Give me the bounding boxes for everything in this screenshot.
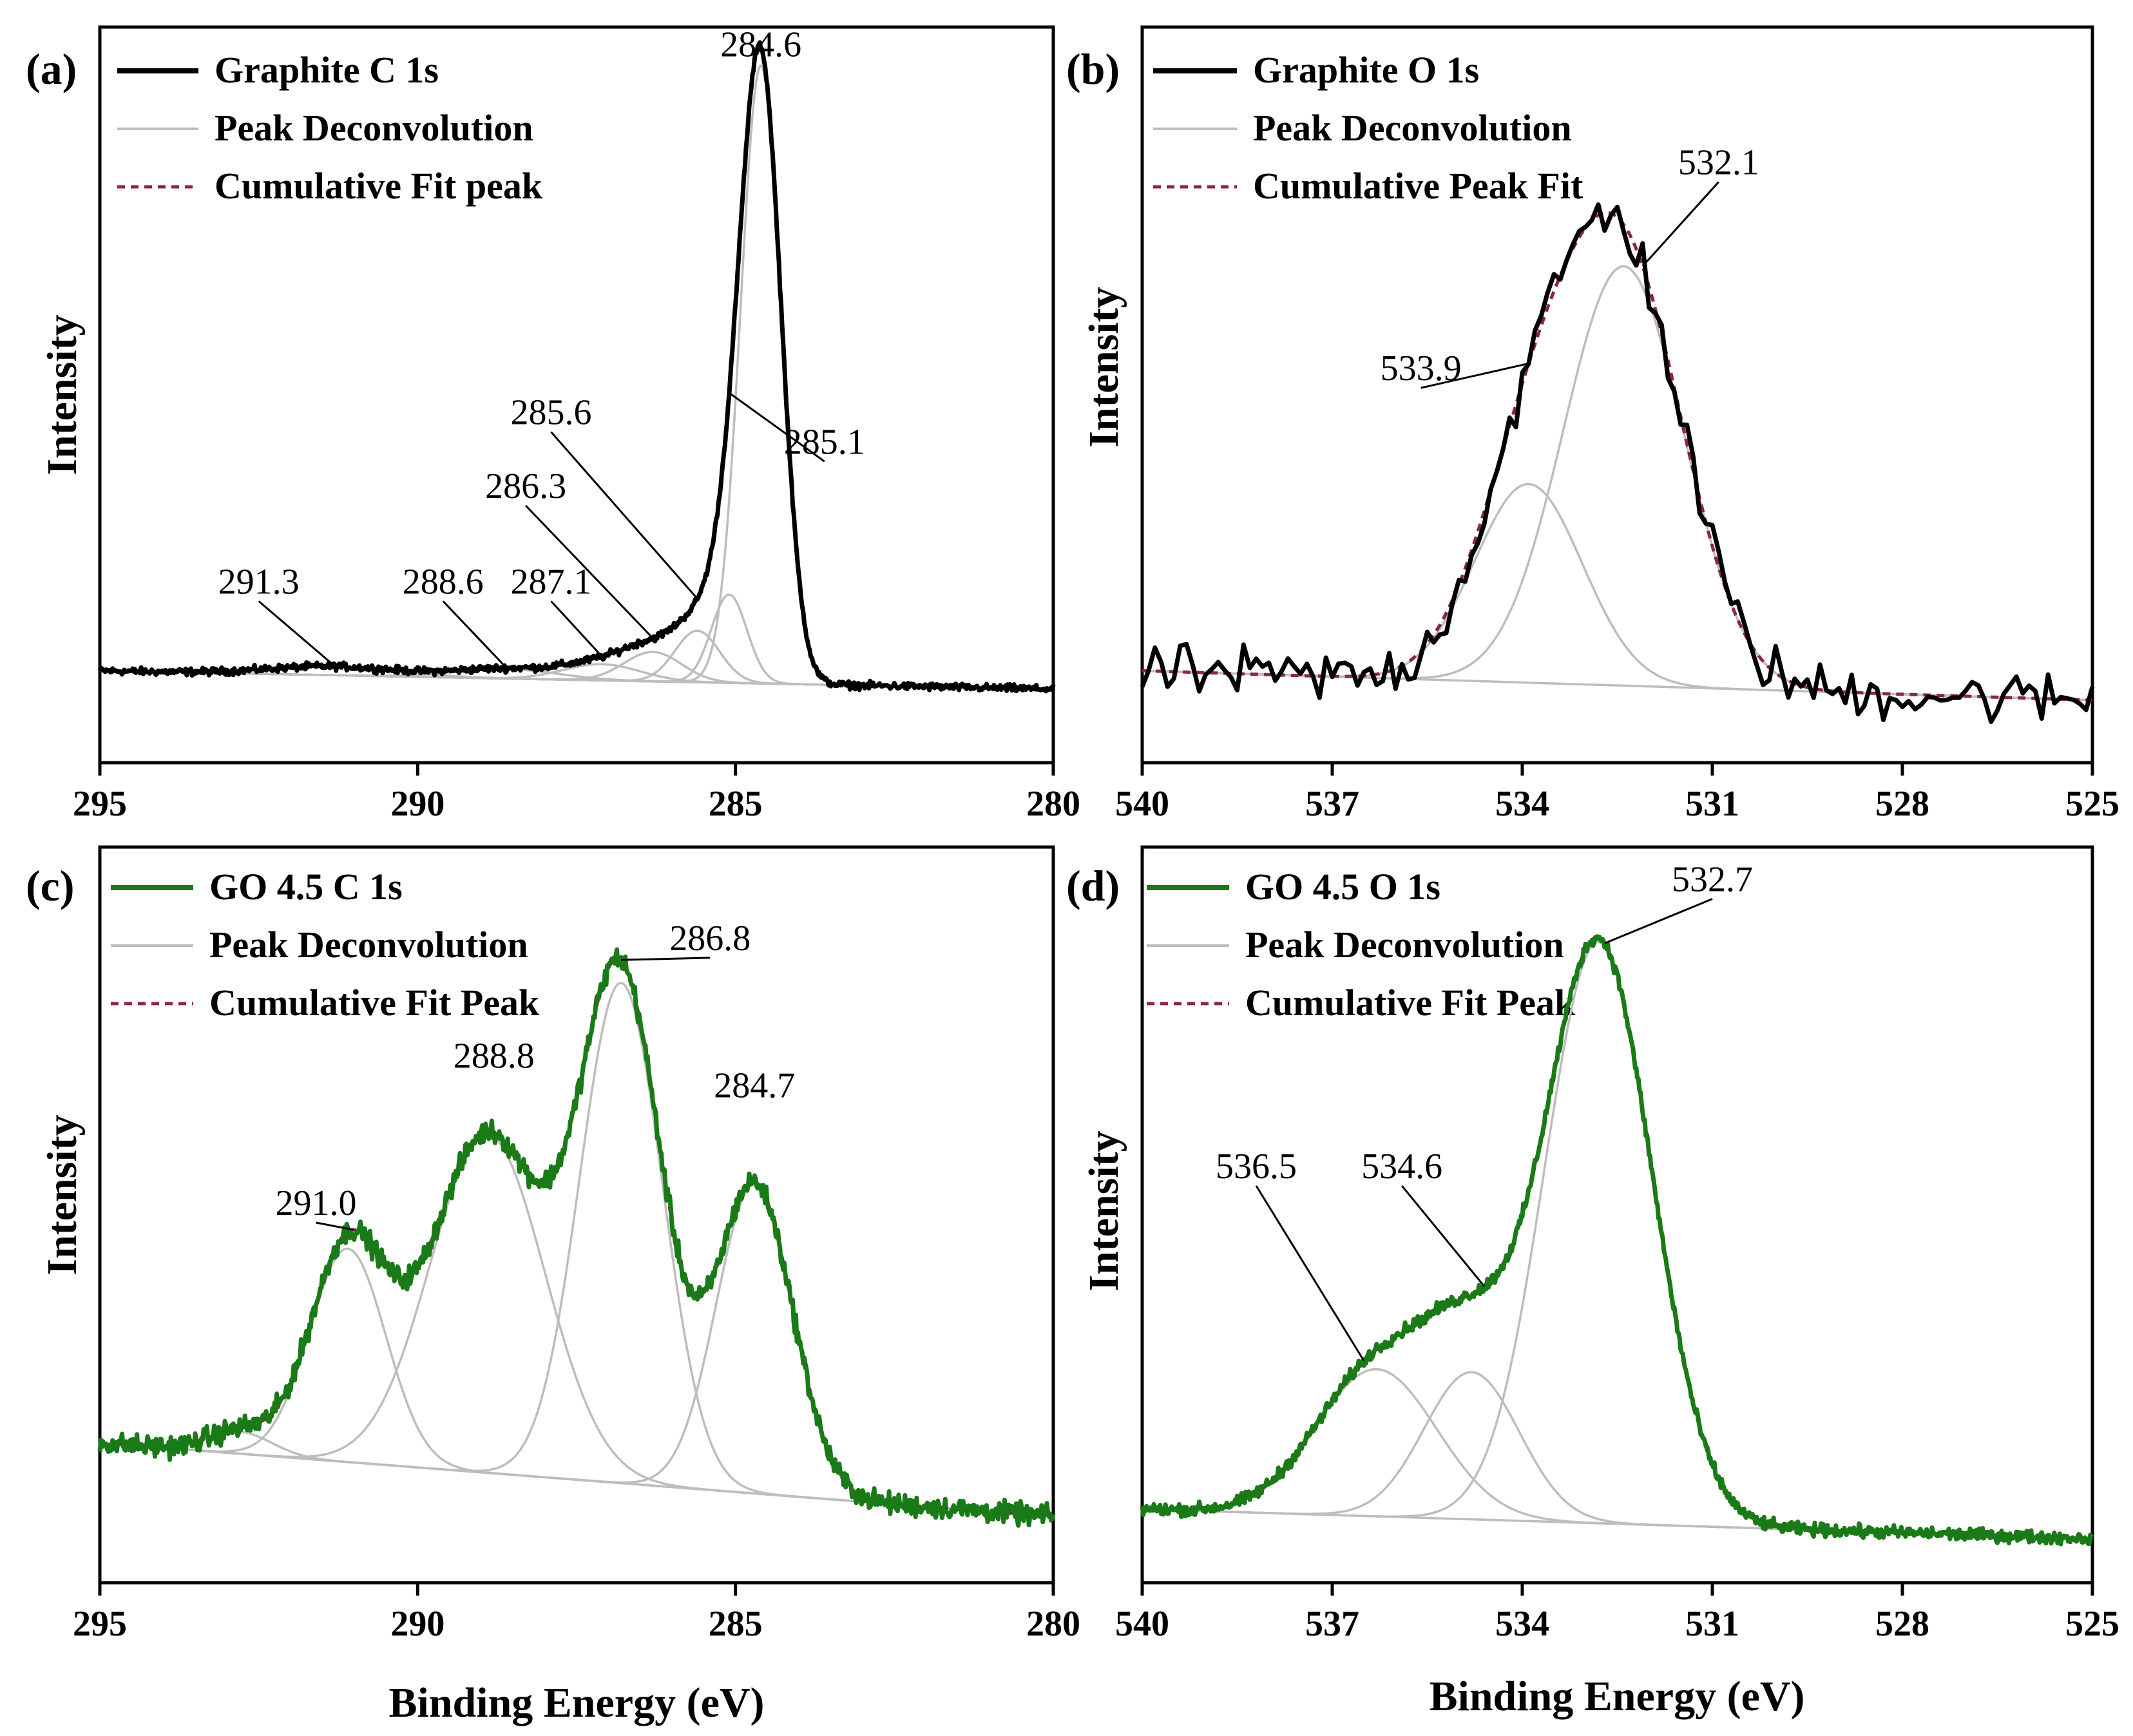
component-peak-286.8 xyxy=(99,982,1054,1518)
cumulative-fit-line xyxy=(1142,935,2093,1540)
x-tick-label: 280 xyxy=(1026,1604,1080,1644)
legend-label-experimental: Graphite C 1s xyxy=(215,49,439,91)
x-tick-label: 290 xyxy=(390,1604,445,1644)
experimental-spectrum-line xyxy=(97,947,1056,1528)
x-tick-label: 528 xyxy=(1875,1604,1929,1644)
x-tick-label: 537 xyxy=(1305,784,1359,824)
legend-label-components: Peak Deconvolution xyxy=(215,107,533,149)
annotation-leader xyxy=(442,600,508,669)
legend-label-fit: Cumulative Fit Peak xyxy=(1245,982,1576,1024)
x-tick-label: 285 xyxy=(709,784,763,824)
peak-annotation: 284.6 xyxy=(720,25,801,65)
plot-area: 540 537 534 531 528 525 532.1 533.9 xyxy=(1115,142,2119,824)
x-tick-label: 531 xyxy=(1685,784,1739,824)
annotation-leader xyxy=(1604,898,1713,944)
component-peak-284.7 xyxy=(99,1183,1054,1518)
panel-a-graphite-c1s: (a) Intensity Graphite C 1s Peak Deconvo… xyxy=(26,25,1080,824)
experimental-spectrum-line xyxy=(1140,202,2095,724)
panel-b-graphite-o1s: (b) Intensity Graphite O 1s Peak Deconvo… xyxy=(1066,25,2119,824)
annotation-leader xyxy=(1255,1185,1365,1362)
peak-annotation: 285.6 xyxy=(511,393,592,433)
component-peak-291.1 xyxy=(99,1247,1054,1518)
y-axis-label: Intensity xyxy=(1080,1130,1127,1291)
plot-area: 295 290 285 280 284.6 285.1 285.6 286.3 287.1 288… xyxy=(73,25,1080,824)
plot-frame xyxy=(1140,25,2094,765)
annotation-leader xyxy=(621,957,711,961)
peak-annotation: 291.0 xyxy=(275,1183,356,1223)
legend-label-components: Peak Deconvolution xyxy=(1245,924,1564,966)
annotation-leader xyxy=(258,600,336,667)
x-tick-label: 534 xyxy=(1495,784,1549,824)
panel-label: (a) xyxy=(26,44,77,93)
legend: Graphite O 1s Peak Deconvolution Cumulat… xyxy=(1153,49,1583,207)
legend-label-fit: Cumulative Fit peak xyxy=(215,165,543,207)
peak-annotation: 532.1 xyxy=(1678,142,1759,182)
cumulative-fit-line xyxy=(1142,211,2092,702)
x-axis-label: Binding Energy (eV) xyxy=(1429,1673,1804,1720)
legend-label-fit: Cumulative Fit Peak xyxy=(209,982,540,1024)
peak-annotation: 534.6 xyxy=(1361,1147,1442,1187)
x-tick-label: 528 xyxy=(1875,784,1929,824)
panel-label: (c) xyxy=(26,861,74,910)
legend-label-components: Peak Deconvolution xyxy=(209,924,528,966)
x-tick-label: 540 xyxy=(1115,1604,1169,1644)
x-tick-label: 534 xyxy=(1495,1604,1549,1644)
annotation-leader xyxy=(524,504,654,639)
y-axis-label: Intensity xyxy=(1080,287,1127,447)
experimental-spectrum-line xyxy=(1140,934,2094,1547)
annotation-leader xyxy=(728,392,825,463)
peak-annotation: 291.3 xyxy=(218,562,300,602)
x-tick-label: 285 xyxy=(709,1604,763,1644)
panel-label: (b) xyxy=(1066,44,1120,93)
y-axis-label: Intensity xyxy=(39,314,86,475)
x-tick-label: 525 xyxy=(2065,1604,2119,1644)
x-axis-label: Binding Energy (eV) xyxy=(388,1679,764,1726)
x-tick-label: 290 xyxy=(390,784,445,824)
annotation-leader xyxy=(550,431,698,600)
plot-area: 295 290 285 280 286.8 288.8 284.7 291.0 xyxy=(73,919,1080,1644)
annotation-leader xyxy=(1401,1185,1486,1287)
peak-annotation: 288.8 xyxy=(454,1036,535,1076)
panel-label: (d) xyxy=(1066,861,1120,910)
legend: Graphite C 1s Peak Deconvolution Cumulat… xyxy=(117,49,543,207)
peak-annotation: 288.6 xyxy=(403,562,484,602)
plot-frame xyxy=(98,25,1055,765)
x-tick-label: 295 xyxy=(73,784,127,824)
y-axis-label: Intensity xyxy=(39,1114,86,1275)
peak-annotation: 285.1 xyxy=(784,422,865,462)
annotation-leader xyxy=(316,1221,354,1231)
peak-annotation: 536.5 xyxy=(1216,1147,1297,1187)
legend: GO 4.5 O 1s Peak Deconvolution Cumulativ… xyxy=(1147,866,1576,1024)
peak-annotation: 533.9 xyxy=(1381,348,1462,388)
legend-label-fit: Cumulative Peak Fit xyxy=(1253,165,1583,207)
peak-annotation: 286.8 xyxy=(669,919,751,959)
plot-area: 540 537 534 531 528 525 532.7 536.5 534.6 xyxy=(1115,860,2119,1644)
panel-d-go-o1s: (d) Intensity Binding Energy (eV) GO 4.5… xyxy=(1066,845,2119,1720)
plot-frame xyxy=(98,845,1055,1585)
panel-c-go-c1s: (c) Intensity Binding Energy (eV) GO 4.5… xyxy=(26,845,1080,1726)
x-tick-label: 525 xyxy=(2065,784,2119,824)
peak-annotation: 287.1 xyxy=(511,562,592,602)
x-tick-label: 295 xyxy=(73,1604,127,1644)
x-tick-label: 531 xyxy=(1685,1604,1739,1644)
peak-annotation: 284.7 xyxy=(714,1065,795,1105)
plot-frame xyxy=(1140,845,2094,1585)
experimental-spectrum-line xyxy=(97,40,1056,694)
annotation-leader xyxy=(1420,362,1529,389)
peak-annotation: 532.7 xyxy=(1672,860,1753,900)
x-tick-label: 280 xyxy=(1026,784,1080,824)
legend-label-experimental: GO 4.5 O 1s xyxy=(1245,866,1440,908)
component-peak-532.8 xyxy=(1142,940,2093,1540)
legend-label-components: Peak Deconvolution xyxy=(1253,107,1572,149)
x-tick-label: 540 xyxy=(1115,784,1169,824)
legend: GO 4.5 C 1s Peak Deconvolution Cumulativ… xyxy=(111,866,540,1024)
legend-label-experimental: GO 4.5 C 1s xyxy=(209,866,403,908)
annotation-leader xyxy=(550,600,603,658)
peak-annotation: 286.3 xyxy=(485,466,566,506)
legend-label-experimental: Graphite O 1s xyxy=(1253,49,1479,91)
annotation-leader xyxy=(1641,181,1719,267)
x-tick-label: 537 xyxy=(1305,1604,1359,1644)
